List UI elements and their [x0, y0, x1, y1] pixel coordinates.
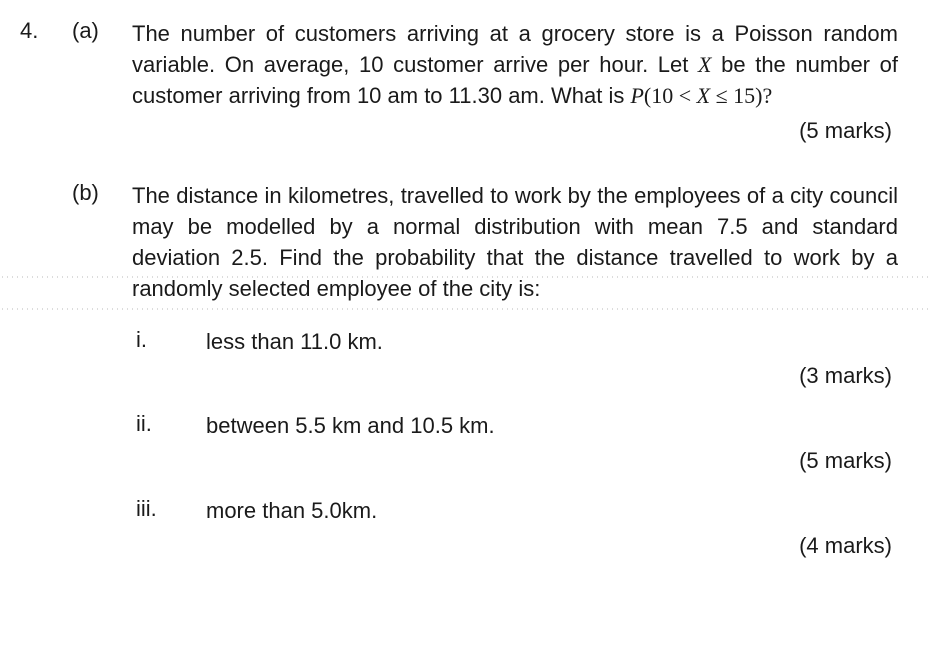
sub-item-ii: ii. between 5.5 km and 10.5 km. — [132, 411, 898, 442]
part-label-a: (a) — [72, 18, 132, 44]
sub-item-iii: iii. more than 5.0km. — [132, 496, 898, 527]
question-4b: (b) The distance in kilometres, travelle… — [20, 180, 898, 559]
part-b-body: The distance in kilometres, travelled to… — [132, 180, 898, 305]
prob-open: (10 < — [644, 83, 697, 108]
question-number: 4. — [20, 18, 72, 44]
sub-body-iii: more than 5.0km. — [206, 496, 898, 527]
sub-item-i: i. less than 11.0 km. — [132, 327, 898, 358]
variable-x-1: X — [698, 52, 711, 77]
sub-iii-marks: (4 marks) — [20, 533, 898, 559]
sub-label-iii: iii. — [132, 496, 206, 522]
prob-close: ≤ 15)? — [710, 83, 772, 108]
sub-body-i: less than 11.0 km. — [206, 327, 898, 358]
part-a-body: The number of customers arriving at a gr… — [132, 18, 898, 112]
sub-ii-marks: (5 marks) — [20, 448, 898, 474]
sub-i-marks: (3 marks) — [20, 363, 898, 389]
part-b-subitems: i. less than 11.0 km. (3 marks) ii. betw… — [132, 327, 898, 559]
part-a-marks: (5 marks) — [20, 118, 898, 144]
sub-label-ii: ii. — [132, 411, 206, 437]
question-4a: 4. (a) The number of customers arriving … — [20, 18, 898, 144]
sub-body-ii: between 5.5 km and 10.5 km. — [206, 411, 898, 442]
variable-x-2: X — [697, 83, 710, 108]
part-label-b: (b) — [72, 180, 132, 206]
sub-label-i: i. — [132, 327, 206, 353]
prob-p: P — [630, 83, 643, 108]
